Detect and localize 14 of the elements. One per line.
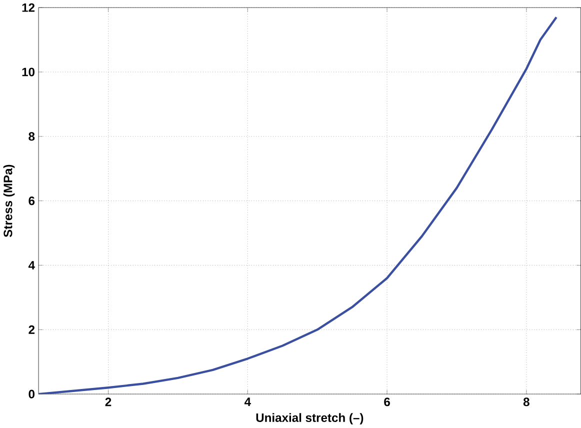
y-tick-label: 6 xyxy=(28,196,35,206)
x-axis-title: Uniaxial stretch (–) xyxy=(256,413,364,425)
y-tick-label: 10 xyxy=(22,68,34,76)
x-tick-label: 2 xyxy=(105,398,112,406)
y-tick-label: 8 xyxy=(28,132,35,141)
x-tick-label: 6 xyxy=(384,398,390,406)
y-tick-label: 12 xyxy=(22,3,35,12)
x-tick-label: 4 xyxy=(244,398,251,406)
y-axis-title: Stress (MPa) xyxy=(3,164,15,238)
y-tick-label: 2 xyxy=(28,326,35,334)
y-tick-label: 4 xyxy=(28,261,35,270)
x-tick-label: 8 xyxy=(523,398,530,406)
line-series xyxy=(38,16,558,394)
y-tick-label: 0 xyxy=(28,390,34,398)
